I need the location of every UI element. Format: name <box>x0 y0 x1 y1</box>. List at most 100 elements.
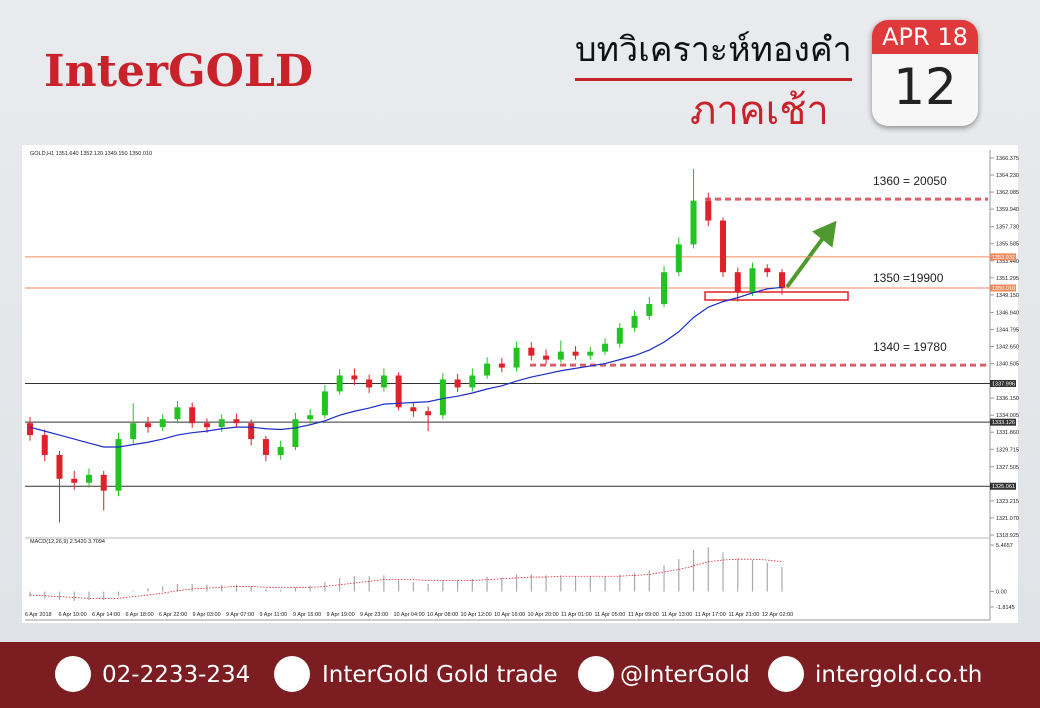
x-tick-label: 10 Apr 16:00 <box>494 612 525 618</box>
y-tick-label: 1334.005 <box>996 413 1019 419</box>
macd-bar <box>103 591 105 601</box>
x-tick-label: 11 Apr 09:00 <box>628 612 659 618</box>
level-label: 1353.932 <box>992 255 1015 261</box>
footer-line: @InterGold <box>620 662 750 688</box>
y-tick-label: 1366.375 <box>996 156 1019 162</box>
candle-body <box>100 474 107 491</box>
macd-bar <box>235 584 238 592</box>
y-tick-label: 1327.505 <box>996 465 1019 471</box>
candle-body <box>130 423 137 440</box>
level-label: 1337.996 <box>992 381 1015 387</box>
macd-bar <box>58 591 61 601</box>
level-tag <box>990 253 1016 261</box>
candle-body <box>395 375 402 408</box>
highlight-box <box>704 291 849 301</box>
candle-body <box>56 454 63 479</box>
macd-bar <box>471 578 473 592</box>
ma-line <box>29 286 783 448</box>
y-tick-label: 1340.505 <box>996 362 1019 368</box>
candle-body <box>543 355 550 360</box>
candle-body <box>144 423 151 428</box>
y-tick-label: 1329.715 <box>996 447 1019 453</box>
candle-body <box>321 391 328 416</box>
y-tick-label: 1321.070 <box>996 516 1019 522</box>
candle-body <box>174 407 181 420</box>
x-tick-label: 11 Apr 13:00 <box>662 612 693 618</box>
macd-bar <box>427 583 429 592</box>
y-tick-label: 1359.940 <box>996 207 1019 213</box>
x-tick-label: 6 Apr 22:00 <box>159 612 187 618</box>
candle-body <box>27 423 33 436</box>
x-tick-label: 11 Apr 05:00 <box>595 612 626 618</box>
candle-body <box>616 327 623 344</box>
y-tick-label: 1346.940 <box>996 310 1019 316</box>
candle-body <box>380 375 387 388</box>
level-tag <box>990 379 1016 387</box>
candle-body <box>71 478 78 483</box>
facebook-icon <box>274 656 310 692</box>
x-tick-label: 11 Apr 21:00 <box>729 612 760 618</box>
y-tick-label: 1364.230 <box>996 173 1019 179</box>
candle-body <box>439 379 446 416</box>
macd-bar <box>545 575 547 592</box>
macd-bar <box>353 576 355 592</box>
chart-title: GOLD,H1 1351.640 1352.120 1349.150 1350.… <box>30 151 152 157</box>
x-tick-label: 9 Apr 15:00 <box>293 612 321 618</box>
candle-body <box>705 200 712 221</box>
candle-body <box>661 272 668 304</box>
y-tick-label: 0.00 <box>996 590 1007 596</box>
candle-body <box>307 415 314 420</box>
macd-bar <box>132 590 134 592</box>
line-icon <box>578 656 614 692</box>
macd-bar <box>398 579 400 592</box>
macd-bar <box>280 589 282 592</box>
candle-body <box>277 447 284 455</box>
x-tick-label: 6 Apr 14:00 <box>92 612 120 618</box>
x-tick-label: 6 Apr 2018 <box>25 612 52 618</box>
macd-bar <box>515 574 518 592</box>
y-tick-label: 5.4657 <box>996 543 1013 549</box>
y-tick-label: 1342.650 <box>996 345 1019 351</box>
subheading: ภาคเช้า <box>690 88 829 134</box>
macd-bar <box>44 591 46 599</box>
macd-bar <box>707 547 709 592</box>
x-tick-label: 10 Apr 08:00 <box>427 612 458 618</box>
macd-bar <box>692 549 695 592</box>
trend-arrow <box>785 220 837 289</box>
y-tick-label: 1362.085 <box>996 190 1019 196</box>
candle-body <box>675 244 682 273</box>
candle-body <box>469 375 476 388</box>
candle-body <box>410 407 417 412</box>
macd-bar <box>383 575 385 592</box>
footer-facebook: InterGold Gold trade <box>322 662 558 688</box>
macd-bar <box>722 552 724 592</box>
candle-body <box>262 439 269 455</box>
candle-body <box>336 375 343 392</box>
macd-bar <box>442 580 444 592</box>
candle-body <box>189 407 196 424</box>
annotation-text: 1360 = 20050 <box>873 174 947 188</box>
x-tick-label: 10 Apr 04:00 <box>394 612 425 618</box>
x-tick-label: 10 Apr 12:00 <box>461 612 492 618</box>
candle-body <box>203 423 210 428</box>
candle-body <box>602 343 609 352</box>
level-label: 1333.126 <box>992 420 1015 426</box>
macd-bar <box>88 591 90 601</box>
candle-body <box>572 351 579 356</box>
y-tick-label: 1357.730 <box>996 225 1019 231</box>
brand: InterGOLD <box>44 46 314 97</box>
candle-body <box>454 379 461 388</box>
date-month: APR 18 <box>872 20 978 54</box>
x-tick-label: 9 Apr 03:00 <box>193 612 221 618</box>
macd-bar <box>73 591 75 601</box>
candle-body <box>513 347 520 368</box>
macd-bar <box>619 574 621 592</box>
macd-bar <box>162 586 164 592</box>
candle-body <box>498 363 505 368</box>
candle-body <box>528 347 535 356</box>
date-day: 12 <box>893 58 957 116</box>
macd-bar <box>781 566 783 592</box>
candle-body <box>690 200 697 245</box>
candle-body <box>646 303 653 316</box>
macd-bar <box>221 584 223 592</box>
